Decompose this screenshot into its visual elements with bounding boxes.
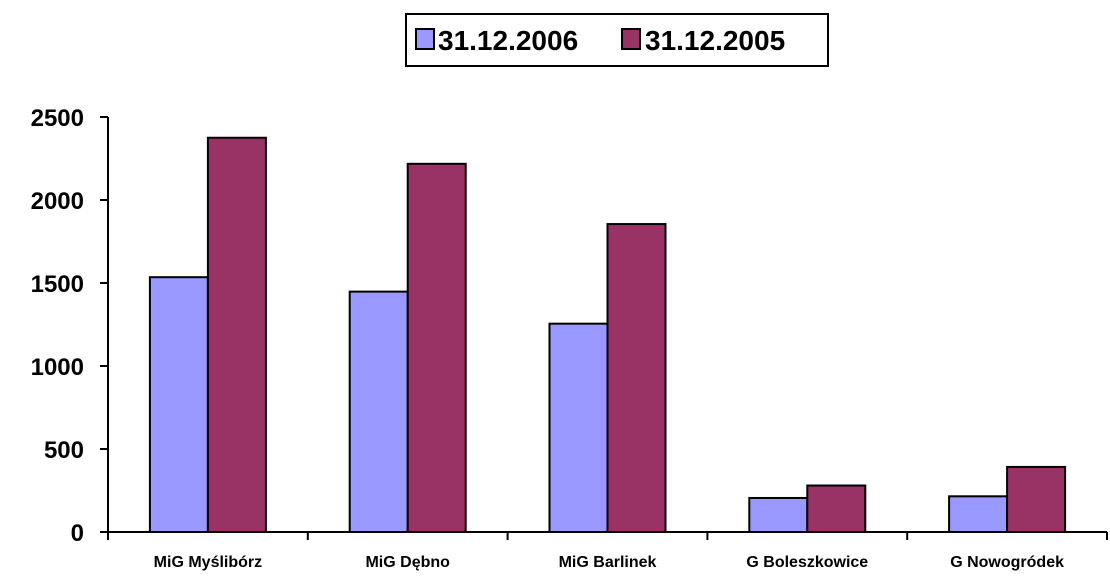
- bar-series-2006-4: [948, 495, 1009, 533]
- bar-series-2005-3: [806, 484, 867, 533]
- y-tick-label: 1500: [31, 271, 84, 298]
- x-category-label: MiG Myślibórz: [154, 554, 262, 571]
- y-tick-label: 2000: [31, 188, 84, 215]
- legend-label: 31.12.2005: [645, 25, 785, 56]
- plot-area: 0 500 1000 1500 2000 2500 MiG Myślibórz MiG Dęb…: [31, 105, 1108, 571]
- y-tick-label: 0: [71, 520, 84, 547]
- bar-series-2005-2: [606, 223, 667, 533]
- bar-series-2006-1: [348, 290, 409, 533]
- legend-box: [405, 13, 829, 67]
- legend-swatch: [621, 28, 641, 50]
- x-category-label: MiG Barlinek: [559, 554, 657, 571]
- x-category-label: MiG Dębno: [365, 554, 450, 571]
- legend: 31.12.2006 31.12.2005: [405, 13, 829, 67]
- bar-series-2005-1: [406, 162, 467, 533]
- bar-series-2005-4: [1006, 465, 1067, 534]
- y-tick-label: 500: [44, 437, 84, 464]
- bar-series-2005-0: [206, 136, 267, 533]
- legend-swatch: [415, 28, 435, 50]
- x-category-label: G Nowogródek: [950, 554, 1064, 571]
- legend-label: 31.12.2006: [438, 25, 578, 56]
- y-tick-label: 2500: [31, 105, 84, 132]
- y-tick-label: 1000: [31, 354, 84, 381]
- bar-series-2006-3: [748, 496, 809, 533]
- bar-series-2006-0: [148, 276, 209, 533]
- bar-series-2006-2: [548, 322, 609, 534]
- x-category-label: G Boleszkowice: [746, 554, 868, 571]
